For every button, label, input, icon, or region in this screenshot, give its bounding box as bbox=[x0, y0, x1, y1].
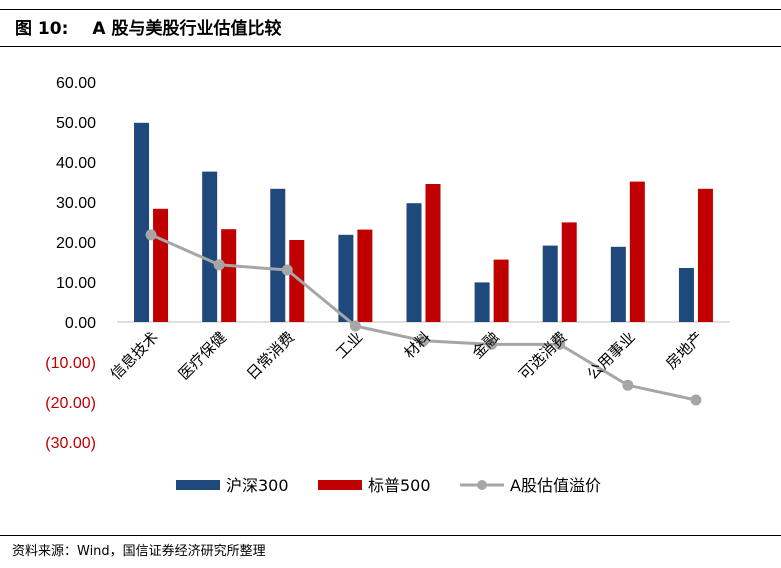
bar-hs300 bbox=[474, 282, 490, 322]
bar-hs300 bbox=[678, 268, 694, 322]
category-label: 可选消费 bbox=[515, 328, 570, 383]
category-label: 房地产 bbox=[662, 328, 707, 373]
bar-sp500 bbox=[357, 229, 373, 322]
y-tick-label: (20.00) bbox=[45, 395, 96, 412]
bar-sp500 bbox=[425, 184, 441, 322]
premium-point bbox=[281, 264, 293, 276]
footer-rule bbox=[0, 535, 781, 536]
bar-hs300 bbox=[542, 245, 558, 322]
bar-hs300 bbox=[338, 234, 354, 322]
premium-point bbox=[622, 379, 634, 391]
category-label: 工业 bbox=[332, 328, 366, 362]
bar-sp500 bbox=[221, 229, 237, 322]
legend-sp500-swatch bbox=[318, 480, 362, 490]
figure-label: 图 10: bbox=[15, 18, 69, 39]
bar-sp500 bbox=[697, 188, 713, 322]
bar-hs300 bbox=[270, 188, 286, 322]
y-tick-label: 10.00 bbox=[56, 275, 96, 292]
premium-point bbox=[145, 229, 157, 241]
premium-point bbox=[554, 338, 566, 350]
bar-sp500 bbox=[153, 208, 169, 322]
title-rule bbox=[0, 46, 781, 47]
legend-sp500-label: 标普500 bbox=[368, 476, 431, 495]
figure-title: 图 10: A 股与美股行业估值比较 bbox=[15, 13, 281, 39]
premium-point bbox=[349, 320, 361, 332]
bar-sp500 bbox=[561, 222, 577, 322]
valuation-chart: 60.00 50.00 40.00 30.00 20.00 10.00 0.00 (10.00… bbox=[45, 75, 730, 495]
legend-premium-label: A股估值溢价 bbox=[510, 476, 601, 495]
bar-hs300 bbox=[406, 203, 422, 322]
y-tick-label: 60.00 bbox=[56, 75, 96, 92]
premium-point bbox=[486, 338, 498, 350]
y-tick-label: 50.00 bbox=[56, 115, 96, 132]
y-tick-label: 0.00 bbox=[65, 315, 96, 332]
category-label: 材料 bbox=[400, 328, 434, 362]
bar-sp500 bbox=[289, 240, 305, 322]
bar-sp500 bbox=[629, 181, 645, 322]
category-label: 信息技术 bbox=[107, 328, 162, 383]
category-label: 日常消费 bbox=[243, 328, 298, 383]
y-tick-label: (30.00) bbox=[45, 435, 96, 452]
bar-hs300 bbox=[134, 122, 150, 322]
bar-sp500 bbox=[493, 259, 509, 322]
legend-premium-marker bbox=[477, 480, 487, 490]
premium-point bbox=[418, 335, 429, 347]
bar-hs300 bbox=[202, 171, 218, 322]
legend-hs300-label: 沪深300 bbox=[226, 476, 289, 495]
figure-title-text: A 股与美股行业估值比较 bbox=[92, 18, 282, 39]
premium-point bbox=[213, 259, 225, 271]
y-tick-label: 40.00 bbox=[56, 155, 96, 172]
category-label: 金融 bbox=[468, 328, 502, 362]
bar-hs300 bbox=[610, 246, 626, 322]
top-rule bbox=[0, 9, 781, 10]
y-tick-label: 20.00 bbox=[56, 235, 96, 252]
legend-hs300-swatch bbox=[176, 480, 220, 490]
category-label: 医疗保健 bbox=[175, 328, 230, 383]
premium-point bbox=[690, 394, 702, 406]
y-tick-label: (10.00) bbox=[45, 355, 96, 372]
source-note: 资料来源：Wind，国信证券经济研究所整理 bbox=[12, 544, 266, 559]
y-tick-label: 30.00 bbox=[56, 195, 96, 212]
